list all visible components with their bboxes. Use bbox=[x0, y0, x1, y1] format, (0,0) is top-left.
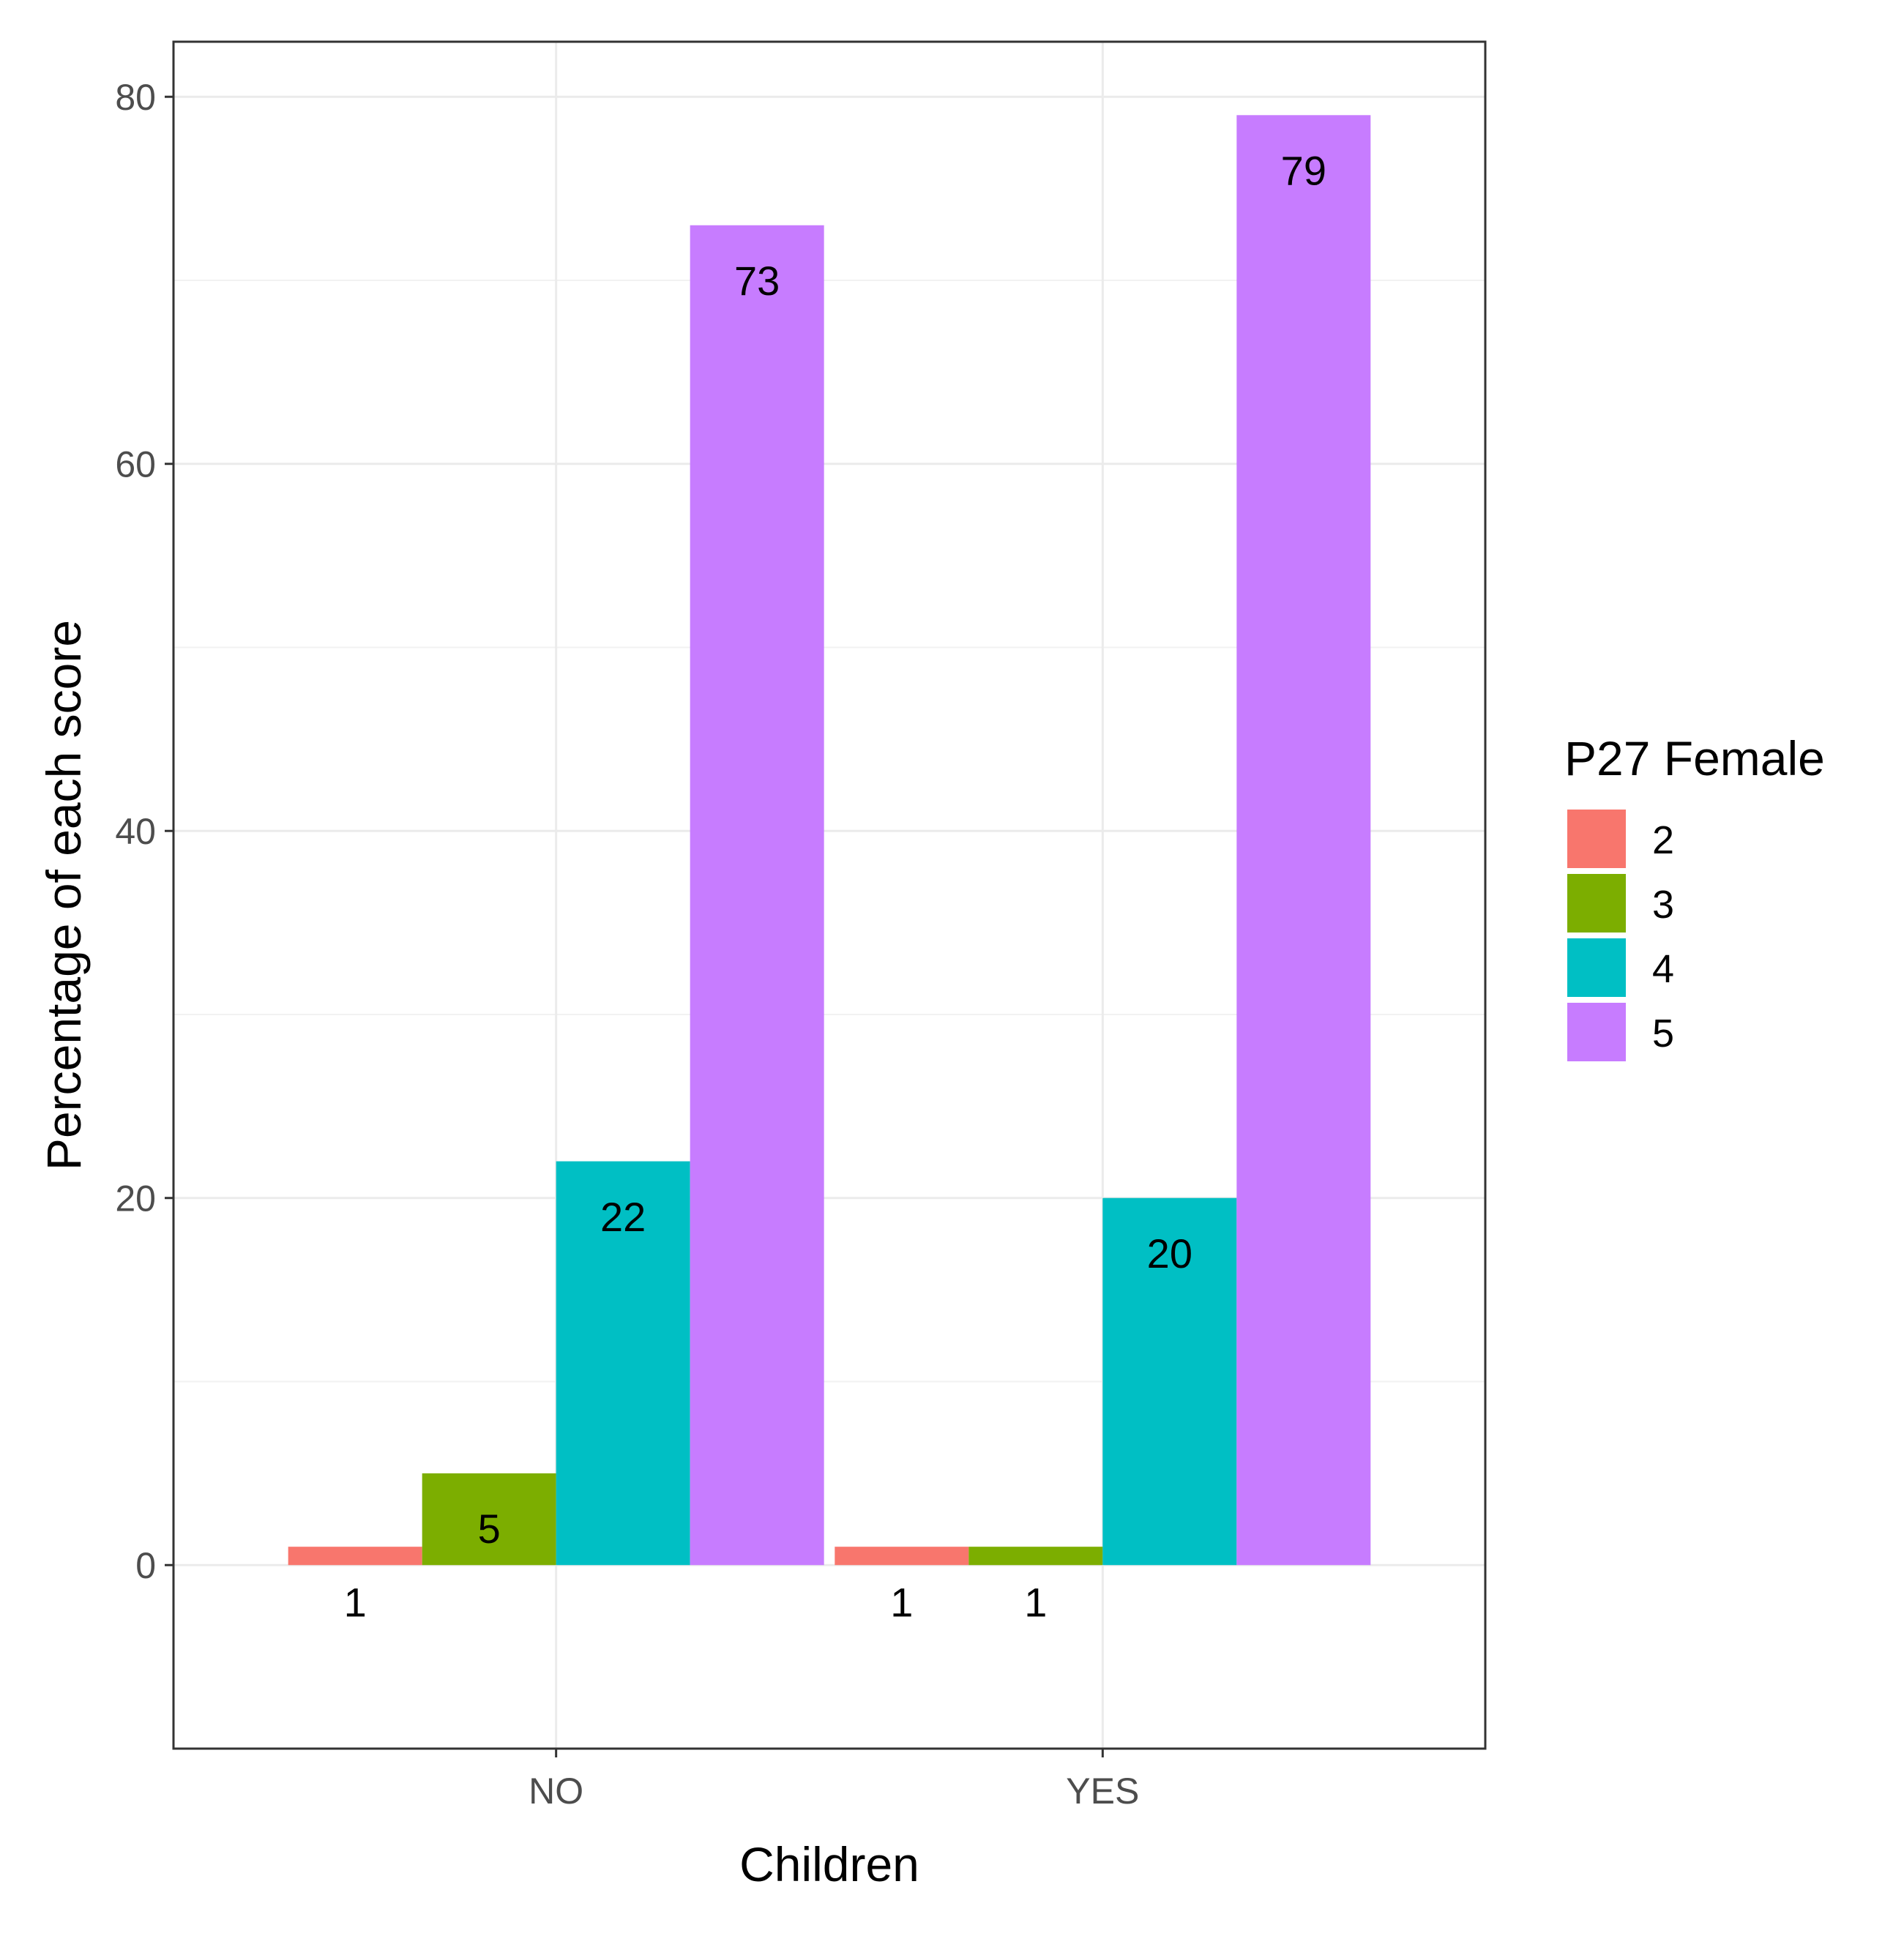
bar-no-score-4 bbox=[556, 1161, 690, 1566]
data-label: 79 bbox=[1281, 148, 1326, 194]
y-tick-label: 0 bbox=[135, 1545, 156, 1586]
legend-title: P27 Female bbox=[1564, 731, 1825, 785]
data-label: 20 bbox=[1147, 1230, 1192, 1277]
bar-no-score-3 bbox=[422, 1473, 556, 1566]
y-tick-label: 60 bbox=[115, 444, 156, 485]
x-axis-title: Children bbox=[739, 1837, 919, 1891]
x-tick-label-yes: YES bbox=[1066, 1771, 1139, 1812]
data-label: 1 bbox=[1024, 1579, 1047, 1625]
y-tick-label: 80 bbox=[115, 77, 156, 118]
bar-yes-score-3 bbox=[968, 1547, 1103, 1566]
bar-yes-score-5 bbox=[1236, 115, 1371, 1566]
bar-no-score-2 bbox=[288, 1547, 422, 1566]
bars bbox=[288, 115, 1371, 1566]
x-tick-label-no: NO bbox=[529, 1771, 583, 1812]
data-label: 22 bbox=[600, 1194, 646, 1240]
data-label: 5 bbox=[478, 1506, 501, 1552]
legend-label-3: 3 bbox=[1652, 883, 1674, 927]
bar-yes-score-4 bbox=[1102, 1197, 1237, 1566]
legend-key-2 bbox=[1567, 810, 1626, 868]
data-label: 1 bbox=[890, 1579, 913, 1625]
y-tick-label: 40 bbox=[115, 811, 156, 852]
bar-no-score-5 bbox=[690, 225, 824, 1566]
legend-label-4: 4 bbox=[1652, 947, 1674, 991]
legend-key-3 bbox=[1567, 874, 1626, 933]
data-label: 1 bbox=[344, 1579, 367, 1625]
legend: P27 Female 2 3 4 5 bbox=[1564, 731, 1825, 1061]
legend-label-5: 5 bbox=[1652, 1012, 1674, 1055]
plot-panel-border bbox=[172, 40, 1487, 1750]
legend-key-5 bbox=[1567, 1003, 1626, 1061]
axes: 0 20 40 60 80 NO YES bbox=[115, 77, 1139, 1812]
legend-label-2: 2 bbox=[1652, 818, 1674, 862]
data-label: 73 bbox=[734, 258, 780, 304]
bar-labels: 1 1 5 1 22 20 73 79 bbox=[344, 148, 1326, 1626]
y-tick-label: 20 bbox=[115, 1178, 156, 1219]
legend-key-4 bbox=[1567, 938, 1626, 997]
y-axis-title: Percentage of each score bbox=[37, 620, 91, 1170]
bar-yes-score-2 bbox=[835, 1547, 969, 1566]
